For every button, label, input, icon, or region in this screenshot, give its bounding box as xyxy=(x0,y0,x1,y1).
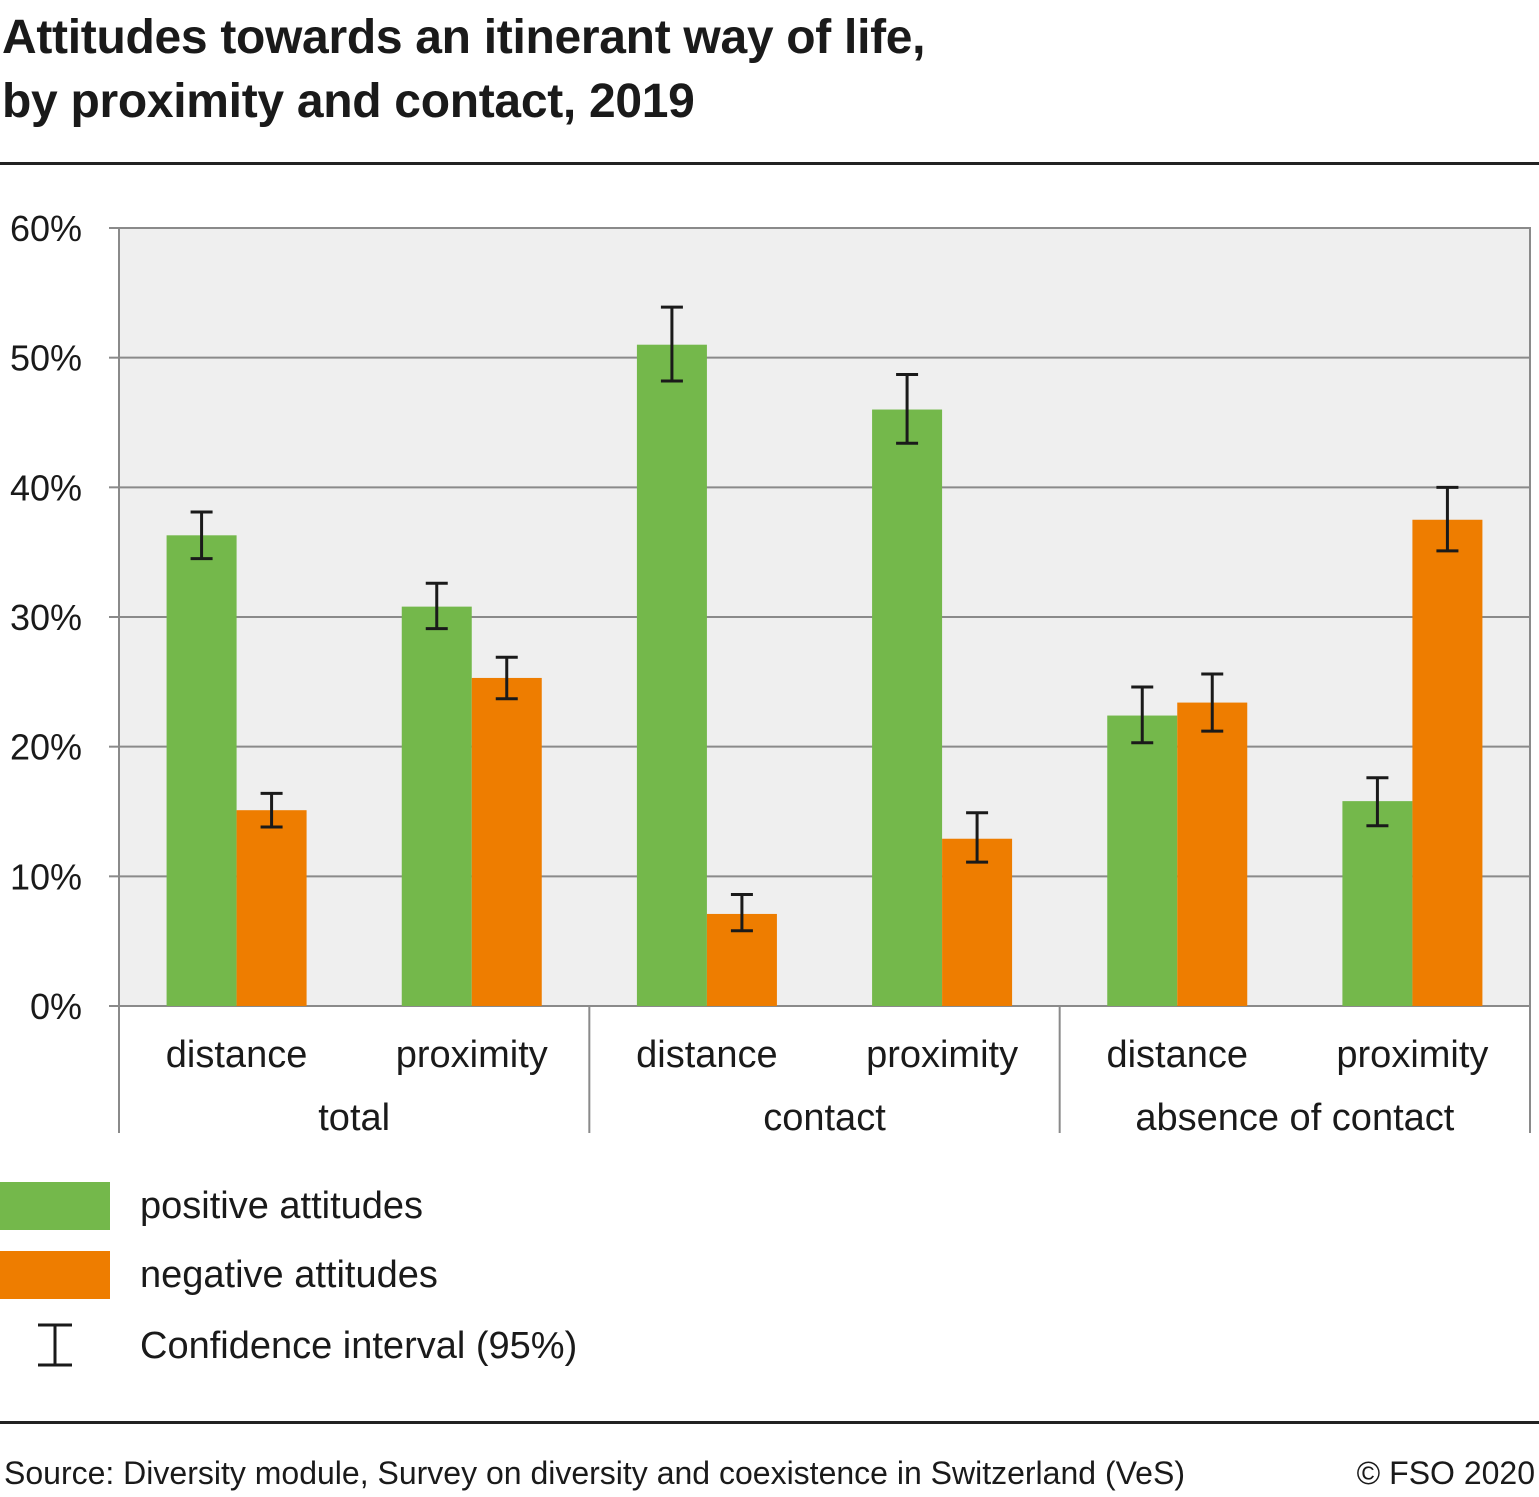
bar-chart: 0%10%20%30%40%50%60%distance proximitytot… xyxy=(10,208,1531,1139)
bar-positive xyxy=(1107,715,1178,1006)
top-rule xyxy=(0,162,1539,165)
x-category-label: distance xyxy=(1106,1034,1248,1076)
legend-label-ci: Confidence interval (95%) xyxy=(140,1324,578,1367)
bar-positive xyxy=(1342,801,1413,1006)
bar-negative xyxy=(1412,519,1483,1006)
bar-negative xyxy=(1177,702,1248,1006)
bar-positive xyxy=(636,344,707,1006)
x-category-label: distance xyxy=(166,1034,308,1076)
x-group-label: contact xyxy=(763,1097,886,1139)
legend-label-negative: negative attitudes xyxy=(140,1253,438,1296)
y-tick-label: 60% xyxy=(10,208,82,249)
confidence-interval-icon xyxy=(38,1323,72,1367)
bar-negative xyxy=(236,810,307,1006)
bar-positive xyxy=(401,606,472,1006)
y-tick-label: 10% xyxy=(10,856,82,897)
x-category-label: proximity xyxy=(1336,1034,1488,1076)
y-tick-label: 40% xyxy=(10,467,82,508)
chart-title: Attitudes towards an itinerant way of li… xyxy=(2,6,926,134)
x-category-label: proximity xyxy=(396,1034,548,1076)
x-category-label: proximity xyxy=(866,1034,1018,1076)
copyright-note: © FSO 2020 xyxy=(1356,1455,1535,1491)
bar-positive xyxy=(872,409,943,1006)
bar-positive xyxy=(166,535,237,1006)
y-tick-label: 30% xyxy=(10,597,82,638)
bar-negative xyxy=(942,838,1013,1006)
bar-negative xyxy=(471,677,542,1006)
legend-positive: positive attitudes xyxy=(0,1181,423,1231)
legend-swatch-negative xyxy=(0,1251,110,1299)
y-tick-label: 50% xyxy=(10,338,82,379)
legend-label-positive: positive attitudes xyxy=(140,1184,424,1227)
legend-swatch-positive xyxy=(0,1182,110,1230)
y-tick-label: 0% xyxy=(30,986,82,1027)
title-line-1: Attitudes towards an itinerant way of li… xyxy=(2,11,926,64)
legend-negative: negative attitudes xyxy=(0,1250,438,1300)
x-category-label: distance xyxy=(636,1034,778,1076)
source-note: Source: Diversity module, Survey on dive… xyxy=(4,1455,1185,1491)
x-group-label: absence of contact xyxy=(1135,1097,1454,1139)
legend-ci: Confidence interval (95%) xyxy=(0,1321,577,1371)
y-tick-label: 20% xyxy=(10,727,82,768)
plot-border xyxy=(118,227,1531,1007)
bottom-rule xyxy=(0,1421,1539,1424)
x-group-label: total xyxy=(318,1097,390,1139)
title-line-2: by proximity and contact, 2019 xyxy=(2,75,695,128)
